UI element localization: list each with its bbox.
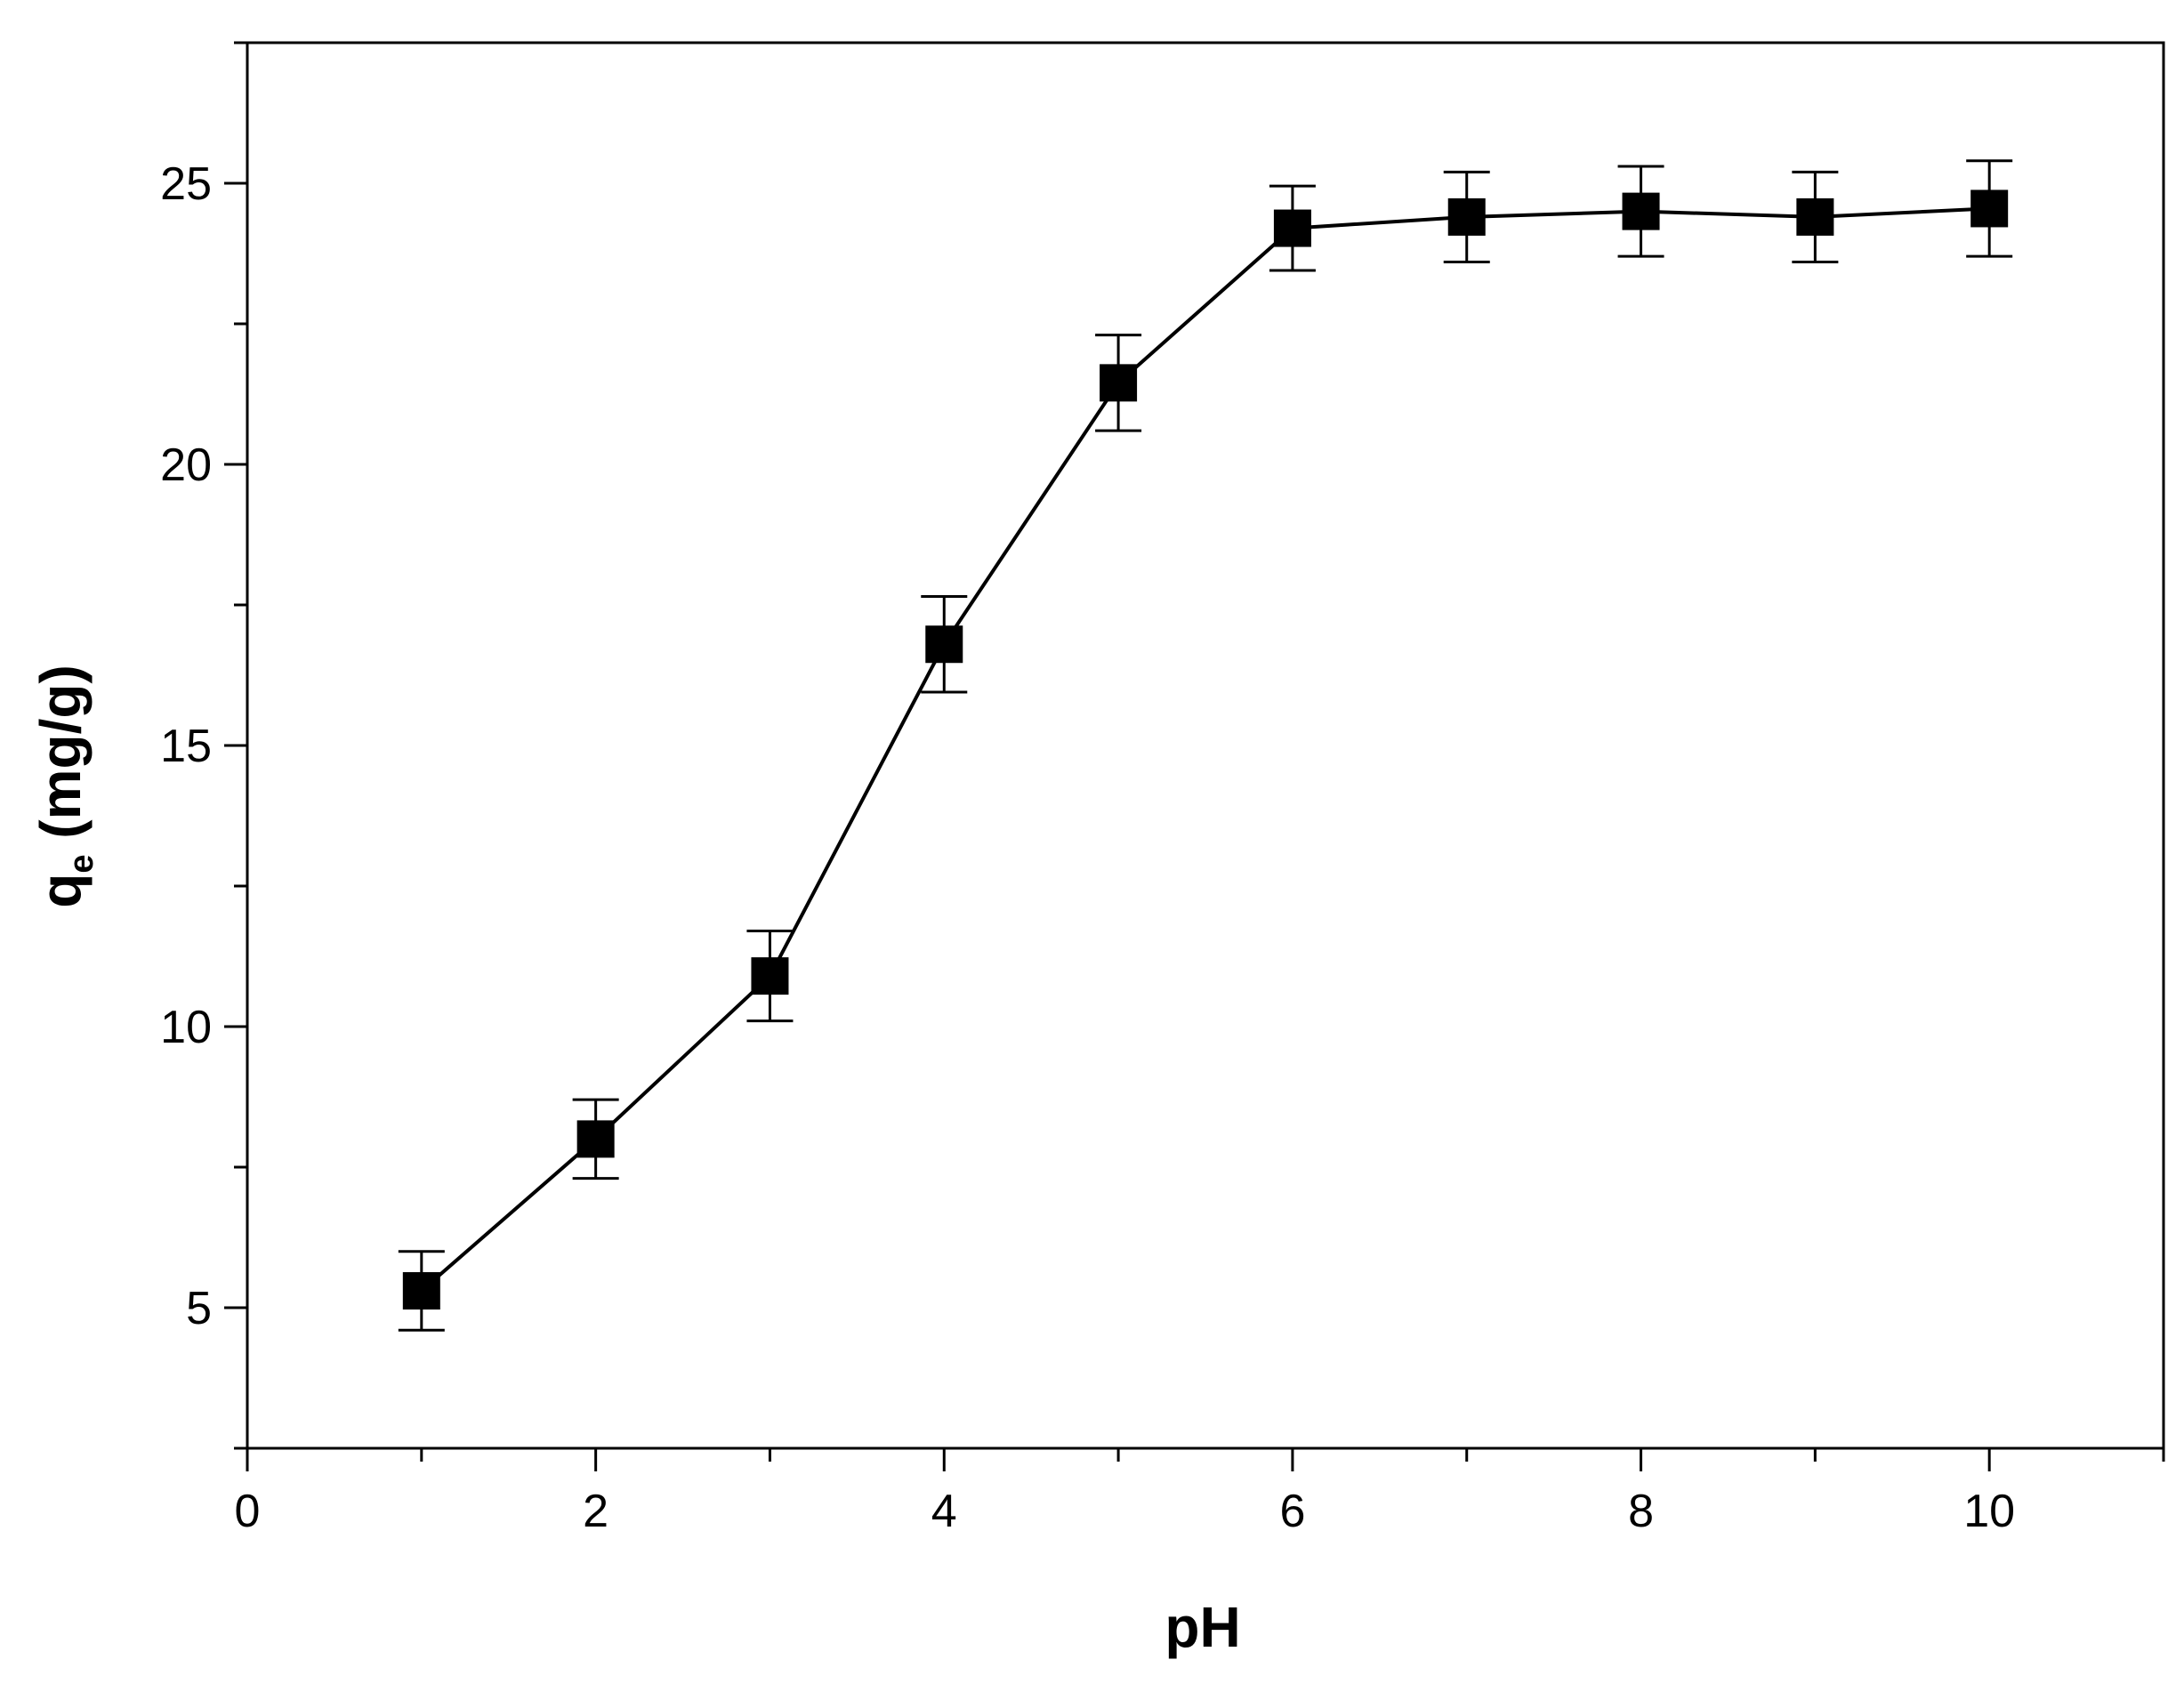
data-point bbox=[1622, 192, 1660, 230]
y-tick-label: 15 bbox=[160, 721, 212, 772]
axes bbox=[224, 41, 2165, 1471]
y-axis-title-unit: (mg/g) bbox=[28, 665, 93, 854]
y-axis-title-main: q bbox=[28, 874, 93, 908]
data-point bbox=[751, 957, 789, 995]
y-axis-title: qe (mg/g) bbox=[28, 665, 101, 908]
data-point bbox=[925, 625, 963, 664]
y-tick-label: 20 bbox=[160, 439, 212, 491]
data-point bbox=[1970, 189, 2009, 228]
data-point bbox=[1100, 364, 1138, 402]
data-point bbox=[1796, 197, 1834, 236]
data-point bbox=[1273, 209, 1311, 247]
x-tick-label: 10 bbox=[1963, 1486, 2015, 1537]
tick-labels: 0 2 4 6 8 10 5 10 15 20 25 bbox=[160, 158, 2015, 1537]
y-tick-label: 25 bbox=[160, 158, 212, 210]
x-tick-label: 6 bbox=[1279, 1486, 1305, 1537]
data-markers bbox=[402, 189, 2009, 1310]
y-tick-label: 10 bbox=[160, 1002, 212, 1053]
series-line-group bbox=[420, 206, 1990, 1293]
x-tick-label: 0 bbox=[235, 1486, 261, 1537]
x-tick-label: 2 bbox=[583, 1486, 608, 1537]
x-tick-label: 4 bbox=[931, 1486, 957, 1537]
plot-frame bbox=[246, 41, 2165, 1450]
data-point bbox=[402, 1272, 440, 1310]
series-line bbox=[420, 206, 1990, 1293]
data-point bbox=[576, 1120, 615, 1158]
x-tick-label: 8 bbox=[1628, 1486, 1654, 1537]
y-axis-title-subscript: e bbox=[63, 855, 101, 874]
error-bars bbox=[398, 159, 2013, 1332]
x-axis-title: pH bbox=[1165, 1595, 1240, 1659]
data-point bbox=[1447, 197, 1486, 236]
y-tick-label: 5 bbox=[186, 1283, 212, 1334]
